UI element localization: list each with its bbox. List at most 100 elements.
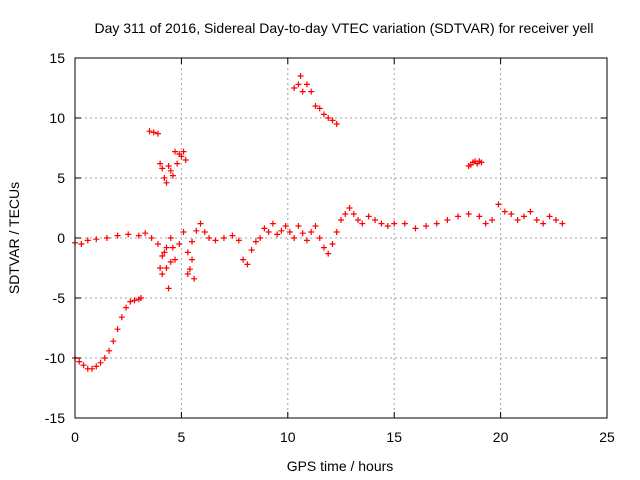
- data-point: [125, 231, 132, 238]
- data-point: [333, 121, 340, 127]
- data-point: [489, 217, 496, 223]
- data-point: [110, 338, 117, 345]
- axis-ticks: 0 5 10 15 20 25 -15 -10 -5 0 5 10 15: [45, 50, 615, 445]
- data-point: [182, 157, 189, 163]
- data-point: [146, 128, 153, 135]
- data-point: [248, 247, 255, 253]
- data-point: [118, 314, 125, 321]
- data-point: [163, 179, 170, 186]
- data-point: [89, 365, 96, 372]
- y-tick-label: 0: [57, 230, 65, 246]
- data-point: [165, 285, 172, 292]
- y-axis-label: SDTVAR / TECUs: [6, 182, 22, 294]
- data-point: [184, 271, 191, 277]
- data-point: [312, 223, 319, 229]
- data-point: [114, 232, 121, 239]
- data-point: [201, 229, 208, 235]
- data-point: [193, 227, 200, 234]
- data-point: [176, 241, 183, 247]
- data-point: [384, 223, 391, 229]
- series-low-branch: [72, 295, 144, 372]
- y-tick-label: -15: [45, 410, 65, 426]
- data-point: [533, 217, 540, 223]
- data-point: [444, 217, 451, 223]
- data-point: [167, 259, 174, 265]
- data-point: [423, 223, 430, 229]
- x-tick-label: 0: [71, 429, 79, 445]
- data-point: [527, 208, 534, 215]
- data-point: [178, 153, 185, 160]
- data-point: [291, 235, 298, 241]
- data-point: [186, 266, 193, 273]
- data-point: [546, 213, 553, 220]
- data-point: [206, 235, 213, 241]
- data-point: [174, 160, 181, 167]
- y-tick-label: 10: [49, 110, 65, 126]
- data-point: [78, 241, 85, 247]
- data-point: [333, 229, 340, 235]
- data-point: [161, 175, 168, 181]
- data-point: [372, 217, 379, 223]
- data-point: [274, 231, 281, 238]
- data-point: [169, 244, 176, 251]
- data-point: [235, 237, 242, 244]
- data-point: [355, 217, 362, 223]
- y-tick-label: -5: [53, 290, 66, 306]
- data-point: [76, 358, 83, 365]
- data-point: [93, 363, 100, 370]
- data-point: [220, 235, 227, 241]
- data-point: [552, 217, 559, 223]
- data-point: [97, 359, 104, 366]
- data-point: [212, 237, 219, 244]
- series-late-branch: [465, 158, 485, 169]
- data-point: [265, 229, 272, 235]
- data-point: [297, 73, 304, 79]
- data-point: [180, 229, 187, 235]
- data-point: [157, 265, 164, 271]
- data-point: [295, 223, 302, 229]
- data-point: [261, 225, 268, 232]
- data-point: [167, 235, 174, 241]
- data-point: [303, 81, 310, 88]
- data-point: [521, 213, 528, 220]
- data-point: [501, 208, 508, 215]
- data-point: [391, 220, 398, 227]
- series-high-branch: [291, 73, 340, 127]
- data-point: [167, 167, 174, 174]
- data-point: [291, 85, 298, 91]
- data-point: [465, 211, 472, 217]
- data-point: [159, 253, 166, 259]
- data-point: [84, 237, 91, 244]
- data-point: [308, 88, 315, 95]
- chart-title: Day 311 of 2016, Sidereal Day-to-day VTE…: [94, 20, 593, 36]
- data-point: [180, 148, 187, 155]
- data-point: [159, 271, 166, 277]
- data-point: [286, 229, 293, 235]
- series-main-trace: [72, 201, 566, 268]
- data-point: [131, 297, 138, 304]
- data-point: [163, 265, 170, 271]
- data-point: [495, 201, 502, 208]
- x-axis-label: GPS time / hours: [287, 458, 394, 474]
- data-point: [189, 256, 196, 263]
- data-point: [157, 160, 164, 167]
- data-point: [401, 220, 408, 227]
- data-point: [308, 229, 315, 235]
- data-point: [127, 298, 134, 305]
- data-points: [72, 73, 566, 372]
- data-point: [172, 148, 179, 155]
- data-point: [508, 211, 515, 217]
- data-point: [135, 232, 142, 239]
- data-point: [476, 213, 483, 220]
- data-point: [540, 220, 547, 227]
- data-point: [269, 220, 276, 227]
- data-point: [329, 241, 336, 247]
- data-point: [316, 105, 323, 112]
- data-point: [338, 217, 344, 223]
- data-point: [101, 355, 108, 361]
- data-point: [159, 165, 166, 172]
- data-point: [478, 159, 485, 166]
- data-point: [169, 172, 176, 179]
- data-point: [482, 220, 489, 227]
